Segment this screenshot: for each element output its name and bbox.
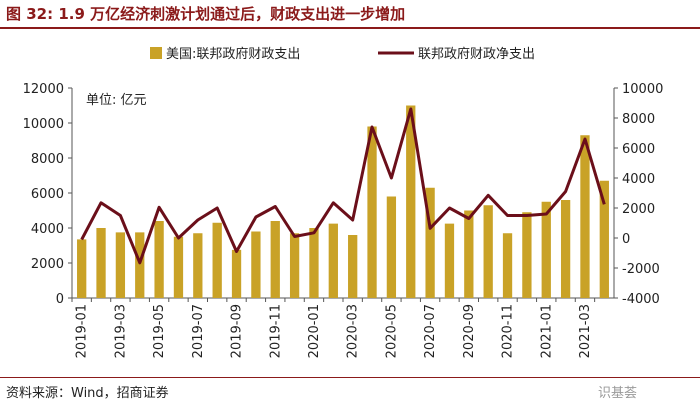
bar-2019-02 bbox=[96, 228, 106, 298]
x-tick-label: 2020-11 bbox=[501, 304, 516, 358]
combo-chart: 美国:联邦政府财政支出 联邦政府财政净支出 单位: 亿元 0 2000 4000 60… bbox=[23, 47, 663, 358]
left-tick-label: 6000 bbox=[31, 187, 64, 202]
bar-2020-12 bbox=[522, 212, 532, 298]
bar-2021-02 bbox=[560, 200, 571, 298]
bar-2020-09 bbox=[464, 210, 474, 298]
x-axis: 2019-01 2019-03 2019-05 2019-07 2019-09 2019-… bbox=[71, 298, 596, 358]
bar-2020-01 bbox=[309, 228, 319, 298]
x-tick-label: 2020-01 bbox=[307, 304, 322, 358]
left-tick-label: 10000 bbox=[23, 117, 64, 132]
net-expenditure-line bbox=[80, 107, 606, 265]
legend-bar-swatch bbox=[150, 47, 162, 59]
bar-2020-11 bbox=[502, 233, 513, 298]
bar-2020-02 bbox=[328, 223, 338, 298]
bar-2020-05 bbox=[386, 196, 397, 298]
left-tick-label: 0 bbox=[56, 292, 64, 307]
source-note: 资料来源：Wind，招商证券 bbox=[6, 386, 169, 401]
bar-2019-12 bbox=[289, 233, 300, 298]
x-tick-label: 2020-03 bbox=[346, 304, 361, 358]
x-tick-label: 2019-01 bbox=[75, 304, 90, 358]
right-tick-label: 10000 bbox=[622, 82, 663, 97]
title-divider bbox=[0, 27, 700, 29]
right-tick-label: -2000 bbox=[622, 262, 660, 277]
bar-2020-04 bbox=[367, 126, 377, 298]
bar-2021-03 bbox=[580, 135, 590, 298]
bar-2019-09 bbox=[231, 249, 242, 298]
x-tick-label: 2019-03 bbox=[113, 304, 128, 358]
left-tick-label: 8000 bbox=[31, 152, 64, 167]
line-series bbox=[80, 107, 606, 265]
left-tick-label: 12000 bbox=[23, 82, 64, 97]
right-tick-label: 4000 bbox=[622, 172, 655, 187]
legend: 美国:联邦政府财政支出 联邦政府财政净支出 bbox=[150, 47, 535, 62]
bar-2021-01 bbox=[541, 201, 551, 298]
bar-2019-08 bbox=[212, 222, 222, 298]
x-tick-label: 2020-09 bbox=[462, 304, 477, 358]
left-y-axis: 0 2000 4000 6000 8000 10000 12000 bbox=[23, 82, 72, 307]
x-tick-label: 2019-05 bbox=[152, 304, 167, 358]
bar-2019-11 bbox=[270, 221, 280, 298]
bar-2020-10 bbox=[483, 205, 493, 298]
left-tick-label: 4000 bbox=[31, 222, 64, 237]
x-tick-label: 2019-07 bbox=[191, 304, 206, 358]
footer-divider bbox=[0, 377, 700, 378]
x-tick-label: 2019-09 bbox=[230, 304, 245, 358]
bar-2021-04 bbox=[599, 180, 609, 298]
unit-label: 单位: 亿元 bbox=[86, 93, 147, 108]
right-tick-label: 0 bbox=[622, 232, 630, 247]
chart-title: 图 32: 1.9 万亿经济刺激计划通过后，财政支出进一步增加 bbox=[6, 5, 406, 23]
bar-2020-07 bbox=[425, 187, 435, 298]
x-tick-label: 2020-05 bbox=[384, 304, 399, 358]
x-tick-label: 2021-01 bbox=[539, 304, 554, 358]
right-tick-label: -4000 bbox=[622, 292, 660, 307]
x-tick-label: 2019-11 bbox=[268, 304, 283, 358]
legend-line-label: 联邦政府财政净支出 bbox=[418, 47, 535, 62]
bar-2020-06 bbox=[406, 105, 416, 298]
x-tick-label: 2021-03 bbox=[578, 304, 593, 358]
bar-2019-10 bbox=[251, 231, 261, 298]
bar-2019-05 bbox=[154, 221, 164, 298]
watermark: 识基荟 bbox=[598, 386, 638, 401]
right-tick-label: 8000 bbox=[622, 112, 655, 127]
right-y-axis: -4000 -2000 0 2000 4000 6000 8000 10000 bbox=[614, 82, 663, 307]
bar-series bbox=[77, 105, 609, 298]
bar-2020-03 bbox=[348, 235, 358, 298]
right-tick-label: 2000 bbox=[622, 202, 655, 217]
bar-2019-03 bbox=[115, 232, 126, 298]
bar-2019-04 bbox=[135, 232, 145, 298]
right-tick-label: 6000 bbox=[622, 142, 655, 157]
bar-2019-01 bbox=[77, 239, 87, 298]
bar-2020-08 bbox=[444, 223, 455, 298]
left-tick-label: 2000 bbox=[31, 257, 64, 272]
bar-2019-06 bbox=[173, 236, 184, 298]
bar-2019-07 bbox=[193, 233, 203, 298]
legend-bar-label: 美国:联邦政府财政支出 bbox=[166, 47, 300, 62]
x-tick-label: 2020-07 bbox=[423, 304, 438, 358]
axes bbox=[71, 88, 615, 299]
